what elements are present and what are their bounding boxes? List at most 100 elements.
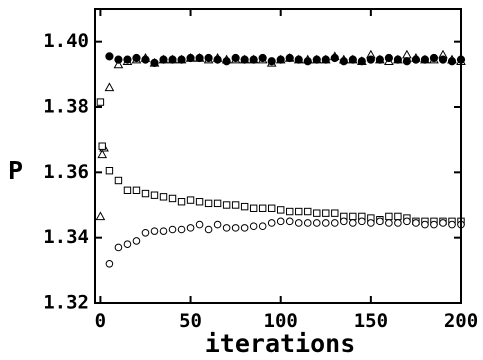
data-point (249, 204, 258, 212)
data-point (123, 240, 132, 248)
data-point (185, 52, 196, 62)
data-point (330, 219, 339, 227)
data-point (213, 199, 222, 208)
data-point (293, 54, 304, 64)
data-point (213, 55, 222, 64)
data-point (123, 186, 132, 195)
data-point (311, 54, 322, 64)
data-point (168, 225, 177, 234)
data-point (132, 237, 141, 245)
y-tick-label: 1.32 (43, 292, 89, 314)
data-point (394, 219, 402, 227)
data-point (177, 225, 186, 234)
data-point (239, 54, 250, 64)
series-open-triangle (95, 49, 466, 221)
data-point (105, 260, 114, 268)
data-point (447, 57, 457, 66)
data-point (438, 55, 448, 64)
data-point (158, 54, 169, 64)
data-point (141, 55, 150, 64)
data-marks (95, 49, 466, 268)
data-point (411, 55, 421, 64)
data-point (376, 217, 384, 226)
data-point (204, 225, 213, 234)
y-axis-title: P (8, 156, 23, 185)
data-point (176, 54, 187, 64)
data-point (421, 220, 429, 229)
data-point (349, 212, 357, 221)
x-tick-label: 150 (354, 310, 388, 332)
data-point (222, 224, 231, 232)
data-point (329, 51, 340, 61)
data-point (366, 49, 376, 59)
data-point (267, 219, 276, 227)
x-axis-title: iterations (205, 329, 356, 358)
data-point (249, 222, 258, 231)
data-point (338, 54, 349, 64)
data-point (240, 224, 249, 232)
data-point (204, 199, 213, 208)
data-point (141, 228, 150, 237)
data-point (447, 54, 457, 64)
data-point (113, 59, 124, 69)
data-point (222, 201, 231, 209)
data-point (131, 54, 142, 64)
data-point (105, 167, 114, 175)
data-point (339, 57, 348, 66)
data-point (213, 220, 222, 229)
data-point (195, 220, 204, 229)
data-point (159, 227, 168, 235)
data-point (222, 57, 231, 66)
series-open-circle (105, 217, 465, 268)
data-point (98, 142, 106, 150)
x-tick-label: 200 (444, 310, 478, 332)
data-point (140, 52, 151, 62)
data-point (411, 52, 421, 62)
data-point (104, 82, 115, 92)
data-point (303, 219, 312, 227)
data-point (266, 57, 277, 67)
data-point (412, 219, 420, 227)
data-point (150, 191, 159, 199)
x-tick-label: 0 (95, 310, 106, 332)
data-point (322, 209, 330, 217)
x-tick-label: 50 (179, 310, 202, 332)
data-point (321, 219, 330, 227)
data-point (331, 209, 339, 217)
data-point (240, 202, 249, 211)
data-point (186, 224, 195, 232)
data-point (114, 243, 123, 252)
data-point (402, 57, 412, 66)
data-point (276, 217, 285, 226)
data-point (132, 186, 141, 195)
data-point (194, 52, 205, 62)
data-point (257, 54, 268, 64)
data-point (394, 212, 402, 221)
data-point (231, 201, 240, 209)
data-point (248, 54, 259, 64)
data-point (340, 217, 348, 226)
data-point (141, 189, 150, 198)
data-point (367, 219, 375, 227)
data-point (438, 49, 448, 59)
data-point (385, 219, 393, 227)
data-point (349, 219, 357, 227)
data-point (122, 56, 133, 65)
data-point (384, 56, 394, 65)
data-point (313, 209, 321, 217)
data-point (230, 54, 241, 64)
data-point (302, 54, 313, 64)
data-point (231, 224, 240, 232)
data-point (439, 219, 447, 227)
data-point (385, 212, 393, 221)
data-point (96, 98, 105, 106)
y-tick-label: 1.38 (43, 96, 89, 118)
data-point (212, 52, 223, 62)
data-point (275, 54, 286, 64)
data-point (402, 49, 412, 59)
data-point (295, 207, 303, 216)
data-point (203, 54, 214, 64)
data-point (366, 55, 375, 64)
data-point (286, 207, 294, 216)
series-open-square (96, 98, 465, 226)
